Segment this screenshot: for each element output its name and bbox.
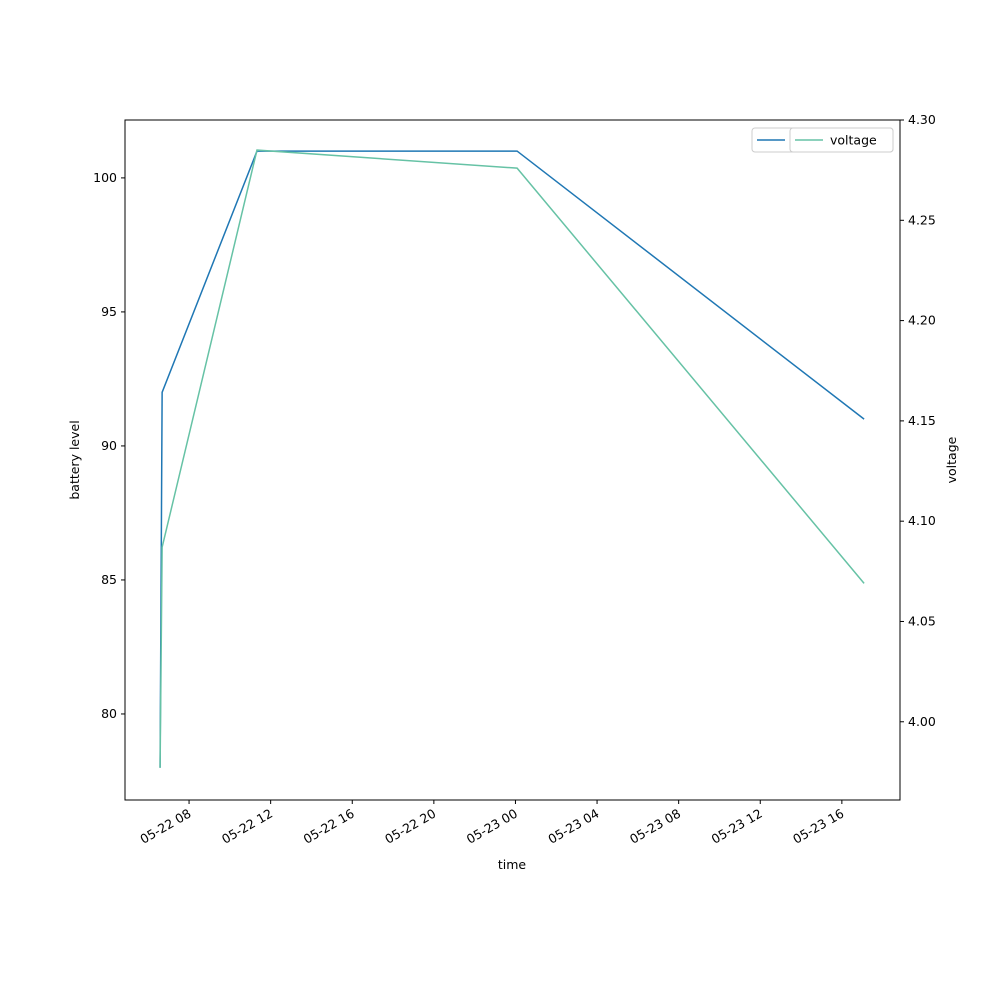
y2-tick-label: 4.20: [908, 313, 936, 328]
line: [159, 149, 865, 768]
y-axis-label: battery level: [67, 420, 82, 499]
x-tick-label: 05-23 16: [790, 806, 846, 847]
x-tick-label: 05-23 12: [709, 806, 765, 847]
line: [159, 150, 865, 768]
legend: voltage: [789, 127, 894, 153]
y-tick-label: 100: [93, 170, 117, 185]
x-tick-label: 05-23 00: [464, 806, 520, 847]
y2-tick-label: 4.00: [908, 714, 936, 729]
legend-label: voltage: [830, 133, 877, 148]
y2-tick-label: 4.25: [908, 212, 936, 227]
x-tick-label: 05-22 20: [382, 806, 438, 847]
y-tick-label: 95: [101, 304, 117, 319]
plot-frame: [124, 119, 901, 801]
y2-tick-label: 4.10: [908, 513, 936, 528]
y2-tick-label: 4.05: [908, 613, 936, 628]
x-tick-label: 05-22 16: [301, 806, 357, 847]
y2-axis-label: voltage: [944, 436, 959, 483]
x-tick-label: 05-22 12: [219, 806, 275, 847]
x-tick-label: 05-23 04: [545, 806, 601, 847]
y-tick-label: 80: [101, 706, 117, 721]
x-tick-label: 05-22 08: [137, 806, 193, 847]
y2-tick-label: 4.30: [908, 112, 936, 127]
legend-box: [789, 127, 894, 153]
x-tick-label: 05-23 08: [627, 806, 683, 847]
x-axis-label: time: [498, 857, 527, 872]
y-tick-label: 85: [101, 572, 117, 587]
y2-tick-label: 4.15: [908, 413, 936, 428]
y-tick-label: 90: [101, 438, 117, 453]
